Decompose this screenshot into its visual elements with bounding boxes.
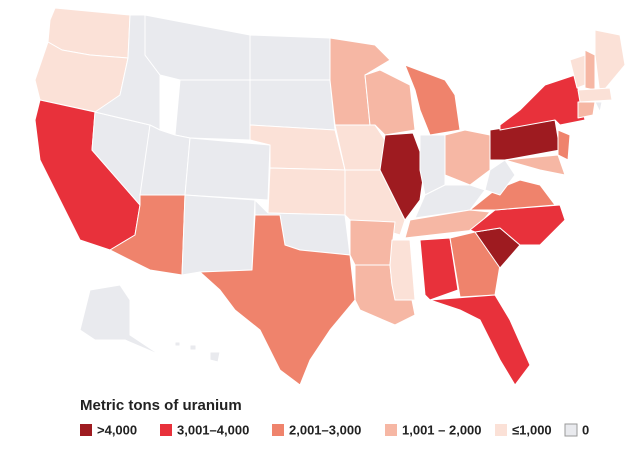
legend-swatch xyxy=(564,423,578,437)
legend-label: >4,000 xyxy=(97,422,137,437)
state xyxy=(249,34,331,81)
legend-swatch xyxy=(495,424,507,436)
state xyxy=(484,159,516,196)
state xyxy=(181,194,256,276)
legend-label: 0 xyxy=(582,422,589,437)
state xyxy=(199,214,356,386)
state xyxy=(449,231,501,298)
state xyxy=(379,132,426,221)
state xyxy=(209,351,221,363)
legend-label: ≤1,000 xyxy=(512,422,552,437)
legend-label: 3,001–4,000 xyxy=(177,422,249,437)
us-map xyxy=(34,7,626,386)
state xyxy=(584,49,596,91)
state xyxy=(404,64,461,136)
legend-title: Metric tons of uranium xyxy=(80,397,242,414)
state xyxy=(349,219,396,266)
state xyxy=(469,179,556,211)
legend-label: 1,001 – 2,000 xyxy=(402,422,482,437)
state xyxy=(174,341,181,347)
state xyxy=(174,79,251,141)
state xyxy=(364,69,416,136)
legend-swatch xyxy=(160,424,172,436)
state xyxy=(249,79,336,131)
legend-swatch xyxy=(385,424,397,436)
state xyxy=(419,237,459,301)
state xyxy=(577,87,613,103)
legend-swatch xyxy=(272,424,284,436)
state xyxy=(444,129,491,186)
state xyxy=(419,134,446,196)
legend-label: 2,001–3,000 xyxy=(289,422,361,437)
state xyxy=(184,137,271,201)
state xyxy=(267,167,346,216)
state xyxy=(594,101,603,113)
state xyxy=(79,284,161,356)
state xyxy=(429,294,531,386)
state xyxy=(594,29,626,96)
state xyxy=(557,129,571,161)
legend-swatch xyxy=(80,424,92,436)
state xyxy=(504,154,566,176)
state xyxy=(144,14,251,81)
state xyxy=(577,101,596,119)
state xyxy=(499,74,586,131)
state xyxy=(189,344,197,351)
state xyxy=(389,239,416,301)
legend: >4,000 3,001–4,000 2,001–3,000 1,001 – 2,00… xyxy=(80,422,589,437)
